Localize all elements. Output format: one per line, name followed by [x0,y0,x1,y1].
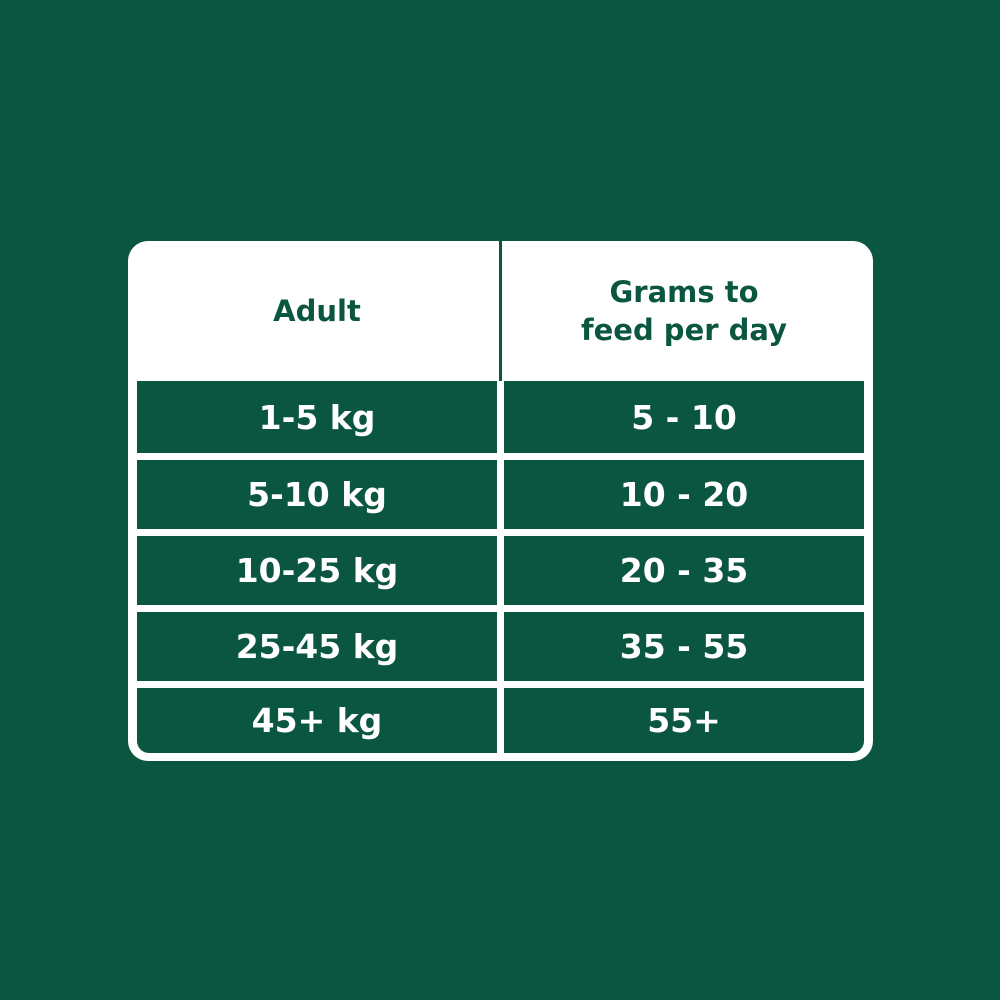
cell-weight: 45+ kg [137,688,497,753]
feeding-table: Adult Grams to feed per day 1-5 kg 5 - 1… [128,241,873,761]
cell-grams: 5 - 10 [504,381,864,453]
column-divider [499,241,502,381]
cell-weight: 5-10 kg [137,460,497,529]
cell-grams: 35 - 55 [504,612,864,681]
cell-weight: 10-25 kg [137,536,497,605]
header-adult: Adult [273,294,361,328]
cell-grams: 20 - 35 [504,536,864,605]
cell-grams: 55+ [504,688,864,753]
cell-weight: 25-45 kg [137,612,497,681]
cell-grams: 10 - 20 [504,460,864,529]
cell-weight: 1-5 kg [137,381,497,453]
header-grams-per-day: Grams to feed per day [581,275,787,347]
